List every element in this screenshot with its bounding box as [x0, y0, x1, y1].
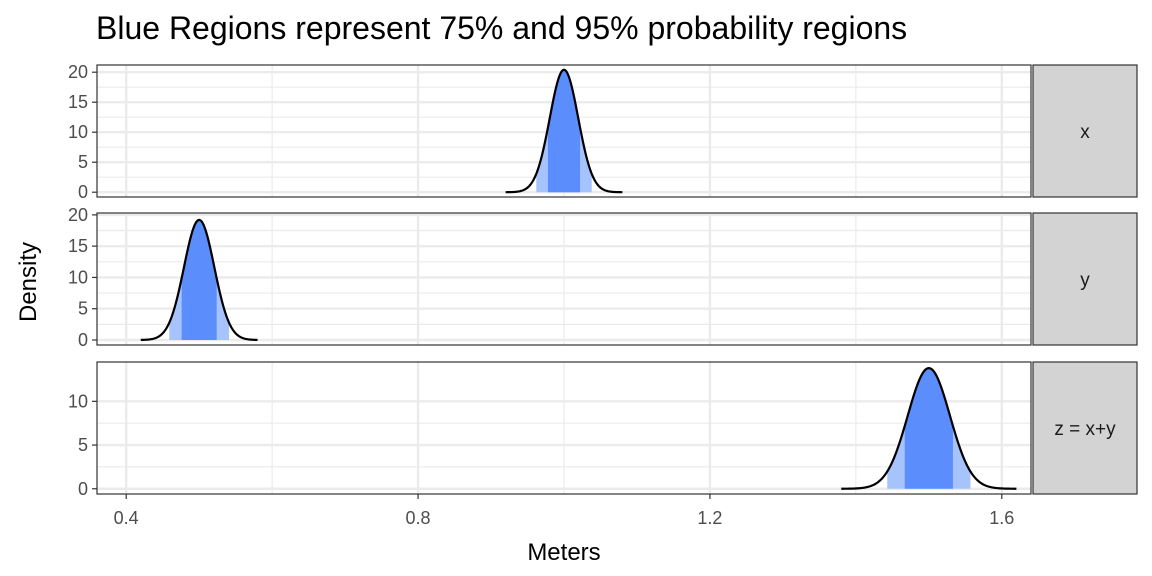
panel-2: 0 5 10 15 20 y — [68, 205, 1138, 350]
y-tick-label: 15 — [68, 92, 88, 112]
density-layer — [140, 218, 258, 342]
gridlines — [97, 213, 1031, 345]
x-axis: 0.4 0.8 1.2 1.6 — [114, 494, 1014, 528]
x-tick-label: 0.4 — [114, 508, 139, 528]
y-tick-label: 15 — [68, 236, 88, 256]
x-tick-label: 1.6 — [989, 508, 1014, 528]
panel-1: 0 5 10 15 20 x — [68, 62, 1138, 202]
facet-strip-label: y — [1080, 270, 1090, 291]
facet-strip — [1032, 212, 1138, 346]
panel-border — [96, 212, 1032, 346]
y-tick-label: 0 — [78, 330, 88, 350]
region-75-percent — [547, 69, 581, 193]
y-tick-label: 0 — [78, 479, 88, 499]
y-tick-label: 20 — [68, 205, 88, 225]
y-tick-label: 10 — [68, 122, 88, 142]
y-tick-label: 0 — [78, 182, 88, 202]
y-tick-label: 5 — [78, 435, 88, 455]
facet-strip — [1032, 361, 1138, 495]
y-tick-label: 10 — [68, 267, 88, 287]
y-tick-label: 10 — [68, 391, 88, 411]
x-tick-label: 0.8 — [406, 508, 431, 528]
y-tick-label: 5 — [78, 152, 88, 172]
x-axis-title: Meters — [527, 539, 600, 566]
x-tick-label: 1.2 — [697, 508, 722, 528]
density-curve — [841, 367, 1017, 490]
density-curve — [505, 68, 623, 194]
chart-title: Blue Regions represent 75% and 95% proba… — [96, 10, 907, 46]
y-tick-label: 20 — [68, 62, 88, 82]
facet-strip — [1032, 64, 1138, 198]
facet-strip-label: z = x+y — [1054, 419, 1116, 440]
density-layer — [505, 68, 623, 194]
facet-panels: 0 5 10 15 20 x 0 5 10 15 20 y 0 5 10 z = x+y — [68, 62, 1138, 499]
panel-3: 0 5 10 z = x+y — [68, 361, 1138, 499]
gridlines — [97, 362, 1031, 494]
density-layer — [841, 367, 1017, 490]
y-axis-title: Density — [15, 242, 42, 322]
panel-border — [96, 361, 1032, 495]
y-tick-label: 5 — [78, 299, 88, 319]
density-curve — [140, 218, 258, 342]
region-75-percent — [181, 219, 217, 340]
facet-strip-label: x — [1080, 122, 1090, 143]
region-75-percent — [904, 368, 953, 489]
panel-border — [96, 64, 1032, 198]
